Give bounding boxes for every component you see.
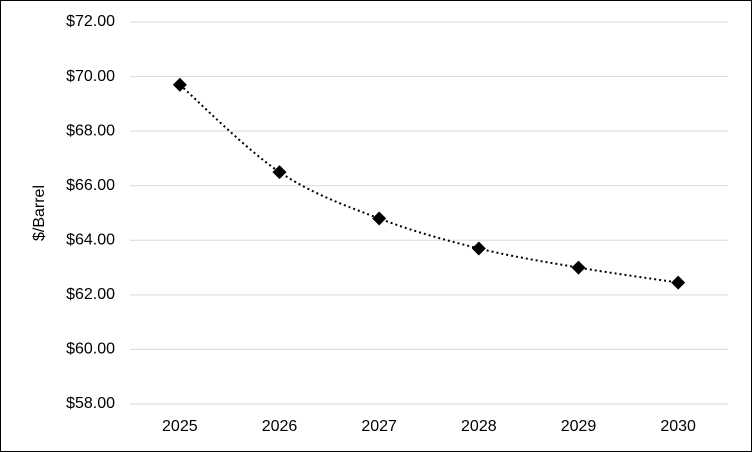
y-tick-label: $60.00: [66, 341, 115, 358]
data-point: [671, 275, 686, 290]
x-tick-label: 2030: [660, 418, 696, 435]
series-line: [179, 84, 679, 284]
x-tick-label: 2029: [561, 418, 597, 435]
x-tick-label: 2027: [361, 418, 397, 435]
y-tick-label: $68.00: [66, 122, 115, 139]
data-point: [372, 211, 387, 226]
y-tick-label: $66.00: [66, 177, 115, 194]
data-point: [571, 260, 586, 275]
y-tick-label: $58.00: [66, 395, 115, 412]
data-point: [272, 165, 287, 180]
data-point: [471, 241, 486, 256]
y-tick-label: $72.00: [66, 13, 115, 30]
x-tick-label: 2026: [262, 418, 298, 435]
y-axis-label: $/Barrel: [31, 185, 48, 241]
x-tick-label: 2028: [461, 418, 497, 435]
data-point: [172, 77, 187, 92]
x-tick-label: 2025: [162, 418, 198, 435]
y-tick-label: $64.00: [66, 232, 115, 249]
y-tick-label: $62.00: [66, 286, 115, 303]
y-tick-label: $70.00: [66, 68, 115, 85]
